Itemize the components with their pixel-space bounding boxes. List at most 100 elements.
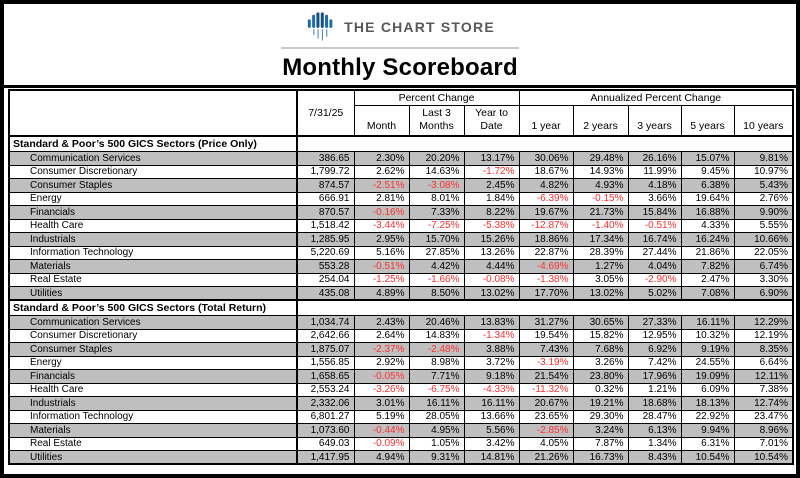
- percent-value: 2.95%: [353, 232, 410, 247]
- percent-value: 3.88%: [463, 342, 520, 357]
- sector-name: Financials: [8, 205, 298, 220]
- percent-value: 7.08%: [680, 286, 735, 301]
- table-row: Consumer Staples 1,875.07 -2.37% -2.48% 3.88…: [8, 342, 794, 357]
- table-row: Health Care 2,553.24 -3.26% -6.75% -4.33% -11…: [8, 382, 794, 397]
- percent-value: 15.82%: [572, 328, 629, 343]
- percent-value: 7.71%: [408, 369, 465, 384]
- percent-value: 4.89%: [353, 286, 410, 301]
- percent-value: 1.84%: [463, 191, 520, 206]
- percent-value: -1.34%: [463, 328, 520, 343]
- percent-value: 19.54%: [518, 328, 574, 343]
- percent-value: 16.11%: [408, 396, 465, 411]
- table-row: Information Technology 5,220.69 5.16% 27.85…: [8, 245, 794, 260]
- percent-value: 3.72%: [463, 355, 520, 370]
- percent-value: 8.35%: [733, 342, 794, 357]
- sector-name: Information Technology: [8, 409, 298, 424]
- sector-name: Communication Services: [8, 151, 298, 166]
- percent-value: 3.66%: [627, 191, 682, 206]
- percent-value: 2.30%: [353, 151, 410, 166]
- index-value: 1,285.95: [296, 232, 355, 247]
- percent-value: 5.56%: [463, 423, 520, 438]
- percent-value: 7.82%: [680, 259, 735, 274]
- date-column-header: 7/31/25: [296, 89, 355, 137]
- percent-value: 13.17%: [463, 151, 520, 166]
- index-value: 1,875.07: [296, 342, 355, 357]
- percent-value: 2.47%: [680, 272, 735, 287]
- sector-name: Real Estate: [8, 436, 298, 451]
- percent-value: 2.76%: [733, 191, 794, 206]
- sector-name: Information Technology: [8, 245, 298, 260]
- percent-value: 2.45%: [463, 178, 520, 193]
- percent-value: -1.38%: [518, 272, 574, 287]
- index-value: 386.65: [296, 151, 355, 166]
- percent-value: 14.81%: [463, 450, 520, 465]
- section-header-row: Standard & Poor’s 500 GICS Sectors (Tota…: [8, 299, 794, 316]
- group-header-annualized-percent-change: Annualized Percent Change: [518, 89, 794, 106]
- percent-value: 3.42%: [463, 436, 520, 451]
- percent-value: -3.26%: [353, 382, 410, 397]
- section-header-row: Standard & Poor’s 500 GICS Sectors (Pric…: [8, 135, 794, 152]
- percent-value: 7.01%: [733, 436, 794, 451]
- percent-value: -0.08%: [463, 272, 520, 287]
- percent-value: 21.26%: [518, 450, 574, 465]
- table-row: Real Estate 649.03 -0.09% 1.05% 3.42% 4.05% 7.…: [8, 436, 794, 451]
- percent-value: 7.33%: [408, 205, 465, 220]
- percent-value: 7.42%: [627, 355, 682, 370]
- percent-value: 12.11%: [733, 369, 794, 384]
- percent-value: -1.25%: [353, 272, 410, 287]
- percent-value: 4.33%: [680, 218, 735, 233]
- index-value: 6,801.27: [296, 409, 355, 424]
- percent-value: 0.32%: [572, 382, 629, 397]
- percent-value: 8.22%: [463, 205, 520, 220]
- percent-value: 29.30%: [572, 409, 629, 424]
- index-value: 5,220.69: [296, 245, 355, 260]
- percent-value: -3.44%: [353, 218, 410, 233]
- percent-value: 8.98%: [408, 355, 465, 370]
- column-header-5-years: 5 years: [680, 104, 735, 137]
- percent-value: 13.26%: [463, 245, 520, 260]
- sector-name: Health Care: [8, 218, 298, 233]
- table-row: Communication Services 1,034.74 2.43% 20.46…: [8, 315, 794, 330]
- sub-header-row: Month Last 3 Months Year to Date 1 year …: [9, 104, 794, 137]
- percent-value: 13.83%: [463, 315, 520, 330]
- percent-value: 17.34%: [572, 232, 629, 247]
- percent-value: 2.92%: [353, 355, 410, 370]
- table-header: 7/31/25 Percent Change Annualized Percen…: [8, 89, 794, 137]
- percent-value: 6.31%: [680, 436, 735, 451]
- percent-value: 23.65%: [518, 409, 574, 424]
- table-row: Health Care 1,518.42 -3.44% -7.25% -5.38% -12…: [8, 218, 794, 233]
- percent-value: 1.05%: [408, 436, 465, 451]
- percent-value: 21.73%: [572, 205, 629, 220]
- percent-value: 27.44%: [627, 245, 682, 260]
- percent-value: 15.84%: [627, 205, 682, 220]
- percent-value: -5.38%: [463, 218, 520, 233]
- section-title: Standard & Poor’s 500 GICS Sectors (Tota…: [8, 299, 298, 316]
- percent-value: -0.09%: [353, 436, 410, 451]
- sector-name: Consumer Staples: [8, 342, 298, 357]
- percent-value: -0.44%: [353, 423, 410, 438]
- percent-value: 2.64%: [353, 328, 410, 343]
- percent-value: 20.20%: [408, 151, 465, 166]
- table-row: Energy 1,556.85 2.92% 8.98% 3.72% -3.19% 3.26%…: [8, 355, 794, 370]
- column-header-2-years: 2 years: [572, 104, 629, 137]
- index-value: 1,658.65: [296, 369, 355, 384]
- percent-value: -0.15%: [572, 191, 629, 206]
- table-row: Consumer Discretionary 2,642.66 2.64% 14.83…: [8, 328, 794, 343]
- index-value: 1,417.95: [296, 450, 355, 465]
- percent-value: -2.51%: [353, 178, 410, 193]
- index-value: 870.57: [296, 205, 355, 220]
- percent-value: 5.19%: [353, 409, 410, 424]
- percent-value: 31.27%: [518, 315, 574, 330]
- percent-value: 21.54%: [518, 369, 574, 384]
- percent-value: 18.13%: [680, 396, 735, 411]
- percent-value: 10.54%: [733, 450, 794, 465]
- percent-value: 8.01%: [408, 191, 465, 206]
- percent-value: 16.24%: [680, 232, 735, 247]
- percent-value: 14.83%: [408, 328, 465, 343]
- percent-value: 28.47%: [627, 409, 682, 424]
- document-header: THE CHART STORE Monthly Scoreboard: [4, 4, 796, 88]
- percent-value: 8.50%: [408, 286, 465, 301]
- column-header-month: Month: [353, 104, 410, 137]
- sector-name: Industrials: [8, 232, 298, 247]
- sector-name: Energy: [8, 191, 298, 206]
